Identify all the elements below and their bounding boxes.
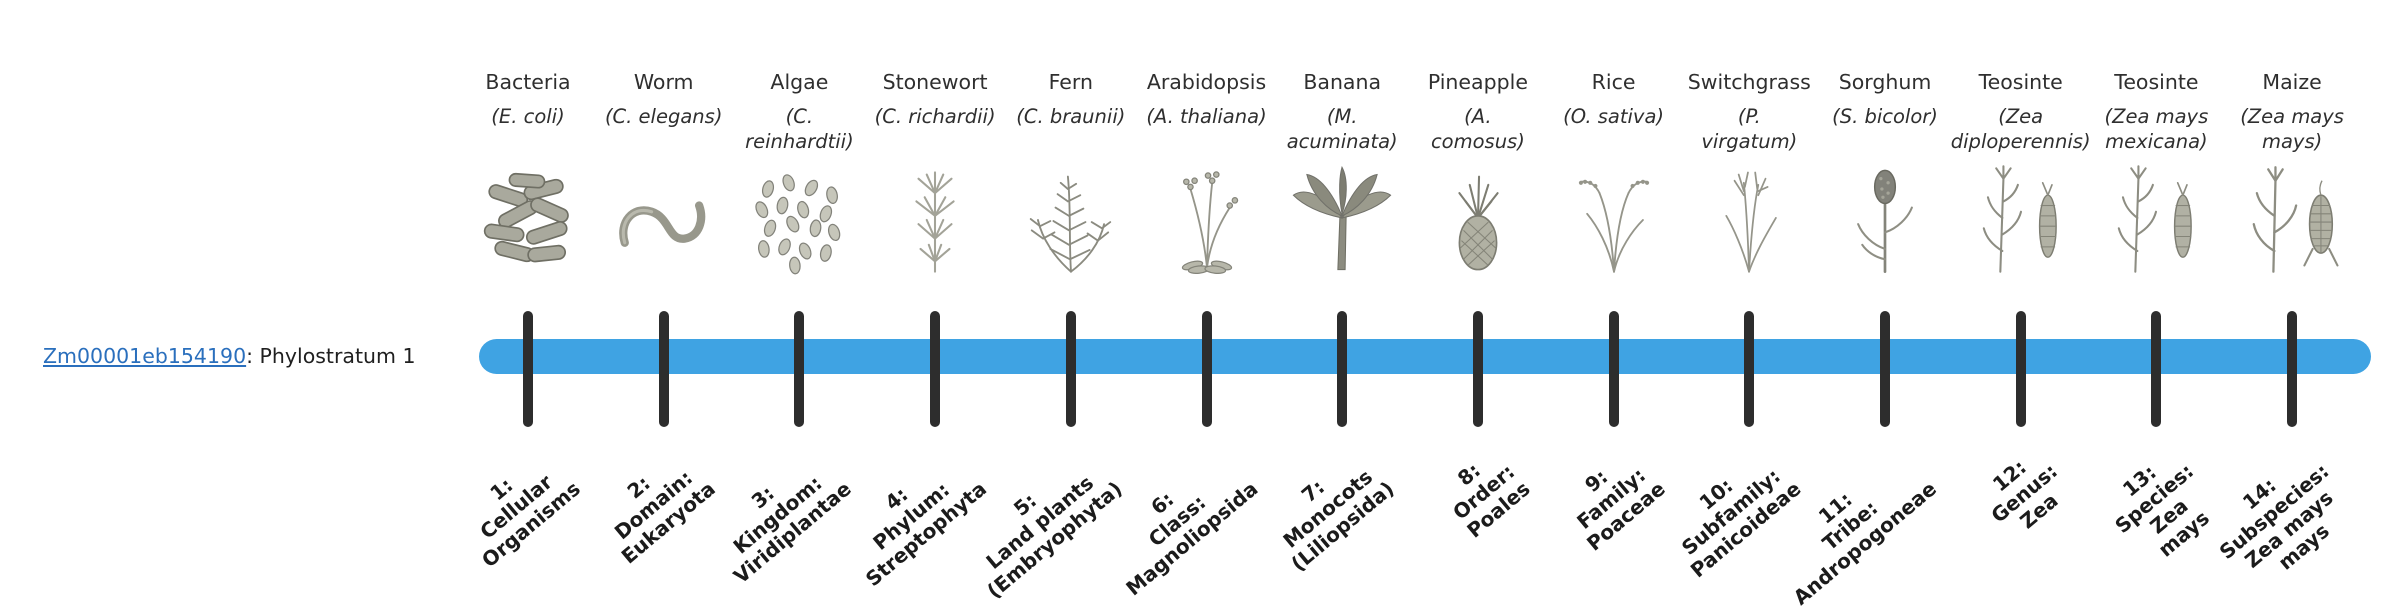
switchgrass-icon [1674, 160, 1824, 278]
organism-name: Bacteria [485, 70, 571, 94]
phylostratum-tick [930, 311, 941, 427]
stratum-label: 3: Kingdom: Viridiplantae [728, 470, 856, 589]
organism-name: Banana [1303, 70, 1382, 94]
phylostratum-tick [1201, 311, 1212, 427]
organism-column: Rice (O. sativa) [1539, 70, 1689, 278]
algae-icon [724, 160, 874, 278]
phylostratum-tick [794, 311, 805, 427]
bacteria-icon [453, 160, 603, 278]
organism-scientific-name: (C. elegans) [604, 104, 723, 128]
organism-column: Fern (C. braunii) [996, 70, 1146, 278]
organism-column: Arabidopsis (A. thaliana) [1132, 70, 1282, 278]
organism-scientific-name: (C. reinhardtii) [745, 104, 854, 153]
organism-name: Sorghum [1838, 70, 1932, 94]
stratum-label: 5: Land plants (Embryophyta) [981, 470, 1128, 604]
organism-name: Arabidopsis [1146, 70, 1267, 94]
organism-column: Teosinte (Zea diploperennis) [1946, 70, 2096, 278]
phylostratum-chart: Zm00001eb154190: Phylostratum 1 Bacteria… [43, 70, 2371, 610]
row-label-suffix: : Phylostratum 1 [246, 344, 416, 368]
pineapple-icon [1403, 160, 1553, 278]
stratum-label: 9: Family: Poaceae [1572, 462, 1670, 556]
phylostratum-tick [1744, 311, 1755, 427]
organism-name: Worm [633, 70, 694, 94]
organism-column: Worm (C. elegans) [589, 70, 739, 278]
stratum-label: 14: Subspecies: Zea mays mays [2214, 458, 2338, 575]
organism-scientific-name: (O. sativa) [1563, 104, 1665, 128]
stratum-label: 2: Domain: Eukaryota [610, 465, 721, 569]
organism-scientific-name: (C. braunii) [1016, 104, 1126, 128]
arabidopsis-icon [1132, 160, 1282, 278]
organism-name: Teosinte [1978, 70, 2063, 94]
organism-column: Bacteria (E. coli) [453, 70, 603, 278]
phylostratum-tick [1337, 311, 1348, 427]
phylostratum-tick [2151, 311, 2162, 427]
teosinte-icon [1946, 160, 2096, 278]
fern-icon [996, 160, 1146, 278]
organism-column: Switchgrass (P. virgatum) [1674, 70, 1824, 278]
phylostratum-tick [523, 311, 533, 427]
organism-name: Switchgrass [1687, 70, 1811, 94]
organism-column: Banana (M. acuminata) [1267, 70, 1417, 278]
worm-icon [589, 160, 739, 278]
phylostratum-bar [479, 339, 2371, 374]
organism-scientific-name: (C. richardii) [874, 104, 996, 128]
phylostratum-tick [658, 311, 669, 427]
organism-name: Rice [1591, 70, 1636, 94]
stratum-label: 1: Cellular Organisms [474, 469, 585, 573]
organism-scientific-name: (A. comosus) [1430, 104, 1525, 153]
organism-column: Algae (C. reinhardtii) [724, 70, 874, 278]
row-label: Zm00001eb154190: Phylostratum 1 [43, 339, 416, 374]
gene-id-link[interactable]: Zm00001eb154190 [43, 344, 247, 368]
phylostratum-tick [1065, 311, 1076, 427]
organism-column: Pineapple (A. comosus) [1403, 70, 1553, 278]
organism-scientific-name: (M. acuminata) [1286, 104, 1398, 153]
organism-scientific-name: (Zea diploperennis) [1950, 104, 2091, 153]
organism-name: Teosinte [2114, 70, 2199, 94]
stratum-label: 13: Species: Zea mays [2110, 458, 2214, 562]
organism-column: Sorghum (S. bicolor) [1810, 70, 1960, 278]
organism-scientific-name: (Zea mays mexicana) [2104, 104, 2209, 153]
organism-scientific-name: (A. thaliana) [1146, 104, 1267, 128]
phylostratum-tick [1880, 311, 1890, 427]
organism-scientific-name: (Zea mays mays) [2240, 104, 2344, 153]
organism-name: Fern [1048, 70, 1093, 94]
organism-scientific-name: (S. bicolor) [1832, 104, 1938, 128]
stratum-label: 8: Order: Poales [1447, 458, 1535, 543]
stratum-label: 7: Monocots (Liliopsida) [1278, 464, 1399, 576]
organism-column: Teosinte (Zea mays mexicana) [2081, 70, 2231, 278]
banana-icon [1267, 160, 1417, 278]
organism-scientific-name: (P. virgatum) [1701, 104, 1798, 153]
organism-name: Maize [2262, 70, 2322, 94]
teosinte-icon [2081, 160, 2231, 278]
maize-icon [2217, 160, 2367, 278]
stratum-label: 4: Phylum: Streptophyta [861, 476, 992, 592]
organism-name: Pineapple [1427, 70, 1528, 94]
stratum-label: 11: Tribe: Andropogoneae [1789, 476, 1942, 610]
organism-column: Maize (Zea mays mays) [2217, 70, 2367, 278]
phylostratum-tick [1472, 311, 1483, 427]
stratum-label: 12: Genus: Zea [1986, 454, 2063, 534]
organism-column: Stonewort (C. richardii) [860, 70, 1010, 278]
organism-scientific-name: (E. coli) [491, 104, 565, 128]
stratum-label: 6: Class: Magnoliopsida [1121, 476, 1263, 601]
phylostratum-tick [2015, 311, 2026, 427]
sorghum-icon [1810, 160, 1960, 278]
rice-icon [1539, 160, 1689, 278]
phylostratum-tick [1608, 311, 1619, 427]
phylostratum-tick [2287, 311, 2298, 427]
stonewort-icon [860, 160, 1010, 278]
organism-name: Stonewort [882, 70, 988, 94]
organism-name: Algae [770, 70, 829, 94]
